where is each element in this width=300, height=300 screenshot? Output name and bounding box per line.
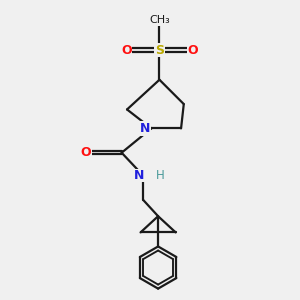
Text: S: S [155,44,164,56]
Text: CH₃: CH₃ [149,15,170,25]
Text: O: O [121,44,131,56]
Text: O: O [81,146,91,159]
Text: H: H [155,169,164,182]
Text: N: N [134,169,145,182]
Text: N: N [140,122,151,135]
Text: O: O [188,44,198,56]
